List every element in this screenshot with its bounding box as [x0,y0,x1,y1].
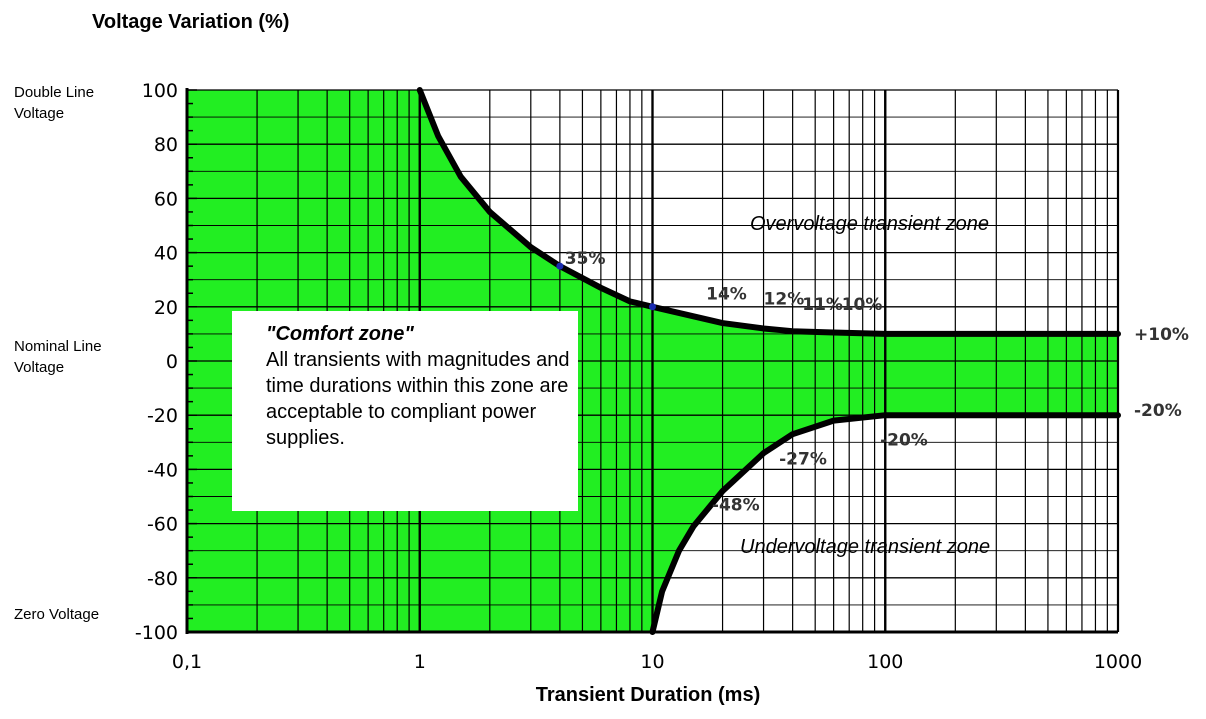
undervoltage-zone-label: Undervoltage transient zone [740,536,991,558]
comfort-zone-box: "Comfort zone" All transients with magni… [232,311,578,511]
x-axis-title: Transient Duration (ms) [535,684,761,706]
y-tick-label: 20 [154,297,178,319]
curve-point-marker [556,262,564,270]
x-tick-label: 10 [640,651,664,673]
overvoltage-zone-label: Overvoltage transient zone [750,213,990,235]
upper-limit-curve [416,87,1121,337]
percent-annotation: 35% [565,249,606,269]
side-label-double: Double Line Voltage [14,84,95,122]
y-tick-label: 80 [154,134,178,156]
y-tick-label: 60 [154,188,178,210]
side-label-zero: Zero Voltage [14,606,100,623]
percent-annotation: 12% [764,290,805,310]
comfort-zone-title: "Comfort zone" [266,323,414,345]
percent-annotation: -48% [712,496,760,516]
x-tick-label: 1 [414,651,426,673]
y-tick-label: -40 [147,459,178,481]
percent-annotation: 10% [842,295,883,315]
side-label-nominal: Nominal Line Voltage [14,338,102,376]
y-tick-label: 40 [154,243,178,265]
percent-annotation: -27% [779,450,827,470]
percent-annotation: 11% [802,295,843,315]
percent-annotation: +10% [1134,325,1189,345]
x-tick-label: 0,1 [172,651,202,673]
x-tick-label: 1000 [1094,651,1142,673]
y-axis-title: Voltage Variation (%) [92,11,290,33]
y-tick-label: -100 [135,622,178,644]
comfort-zone-text: All transients with magnitudes and time … [266,349,570,449]
percent-annotation: -20% [880,431,928,451]
annotations: 35% 14% 12%11%10% +10% -20% -20% -27% -48% [565,249,1189,516]
curve-point-marker [649,303,656,311]
y-tick-label: -20 [147,405,178,427]
percent-annotation: 14% [706,284,747,304]
lower-limit-curve [649,412,1121,635]
y-tick-label: -60 [147,514,178,536]
y-tick-label: -80 [147,568,178,590]
percent-annotation: -20% [1134,401,1182,421]
axes: 100 80 60 40 20 0 -20 -40 -60 -80 -100 0,1 1 10 100 100… [135,80,1142,673]
y-tick-label: 100 [142,80,178,102]
x-tick-label: 100 [867,651,903,673]
y-tick-label: 0 [166,351,178,373]
curves [416,87,1121,635]
